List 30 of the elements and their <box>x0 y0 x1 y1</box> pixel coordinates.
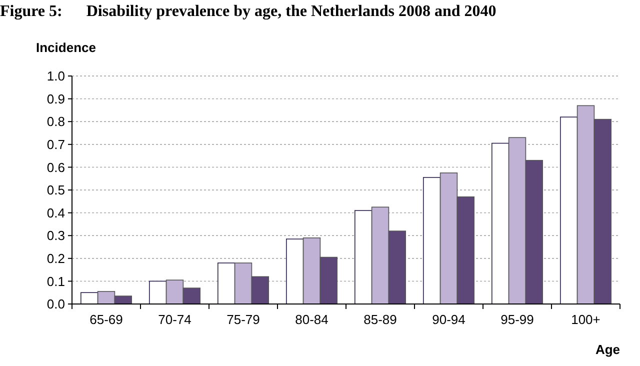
y-tick-label: 0.1 <box>46 274 65 289</box>
x-tick-label: 85-89 <box>364 312 397 327</box>
x-tick-label: 70-74 <box>158 312 192 327</box>
y-tick-label: 0.6 <box>46 160 65 175</box>
y-axis-title: Incidence <box>36 40 96 55</box>
bar <box>560 116 578 304</box>
x-tick-label: 80-84 <box>295 312 328 327</box>
bar <box>149 280 167 304</box>
bar <box>423 177 441 304</box>
x-tick-label: 90-94 <box>432 312 466 327</box>
y-tick-label: 0.0 <box>46 296 65 312</box>
chart-title: Figure 5: Disability prevalence by age, the Netherlands 2008 and 2040 <box>0 3 496 20</box>
bar <box>354 210 372 304</box>
x-tick-label: 95-99 <box>500 312 534 327</box>
y-tick-label: 0.8 <box>46 114 65 130</box>
bar <box>286 238 304 304</box>
y-tick-label: 0.9 <box>46 91 65 106</box>
y-tick-label: 0.5 <box>46 182 65 198</box>
y-tick-label: 0.4 <box>46 205 65 220</box>
x-tick-label: 100+ <box>571 312 600 327</box>
y-tick-label: 1.0 <box>46 68 65 84</box>
x-tick-label: 65-69 <box>90 312 123 327</box>
x-axis-title: Age <box>595 342 620 357</box>
y-tick-label: 0.2 <box>46 250 65 266</box>
y-tick-label: 0.7 <box>46 136 65 152</box>
x-tick-label: 75-79 <box>226 312 260 327</box>
bar <box>218 262 236 304</box>
bar <box>80 292 98 304</box>
bar <box>492 142 510 304</box>
y-tick-label: 0.3 <box>46 228 65 244</box>
